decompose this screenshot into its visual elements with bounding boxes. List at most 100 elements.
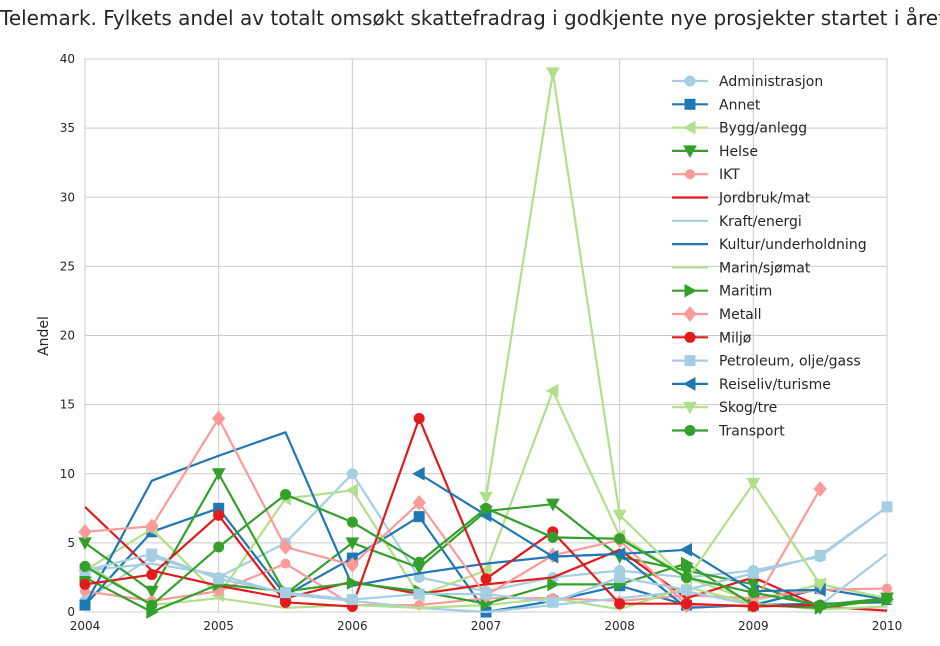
data-point (547, 577, 560, 592)
data-point (79, 560, 91, 572)
y-tick-label: 35 (60, 121, 75, 135)
data-point (547, 531, 559, 543)
legend-label: Administrasjon (719, 74, 823, 90)
data-point (146, 569, 158, 581)
data-point (413, 511, 425, 523)
grid-layer (84, 58, 888, 613)
y-tick-label: 20 (60, 329, 75, 343)
y-axis-label: Andel (36, 316, 52, 356)
legend-marker (682, 120, 696, 135)
data-point (213, 541, 225, 553)
y-tick-label: 15 (60, 398, 75, 412)
data-point (747, 600, 759, 612)
data-point (612, 509, 627, 523)
data-point (881, 501, 893, 513)
data-point (813, 578, 828, 592)
legend-item-12: Petroleum, olje/gass (672, 354, 861, 370)
series-layer (77, 67, 895, 619)
data-point (614, 571, 626, 583)
x-tick-label: 2006 (337, 619, 368, 633)
data-point (746, 477, 761, 491)
data-point (681, 571, 692, 583)
data-point (480, 588, 492, 600)
data-point (480, 502, 492, 514)
data-point (345, 537, 360, 550)
data-point (346, 516, 358, 528)
data-point (547, 596, 559, 608)
legend: Administrasjon Annet Bygg/anlegg Helse IKT Jo… (672, 74, 867, 440)
data-point (614, 598, 626, 610)
data-point (213, 573, 225, 585)
x-tick-label: 2007 (471, 619, 502, 633)
data-point (413, 556, 425, 568)
data-point (345, 483, 358, 498)
data-point (480, 573, 492, 585)
legend-marker (683, 401, 697, 415)
data-point (814, 549, 826, 561)
data-point (280, 488, 291, 500)
data-point (681, 556, 694, 571)
data-point (211, 468, 226, 481)
y-tick-label: 0 (67, 605, 75, 619)
data-point (614, 533, 626, 545)
data-point (346, 594, 358, 606)
legend-label: Jordbruk/mat (718, 191, 811, 207)
data-point (280, 558, 291, 569)
data-point (412, 495, 426, 511)
legend-item-6: Kraft/energi (672, 214, 802, 230)
data-point (412, 466, 425, 481)
data-point (146, 599, 158, 611)
data-point (612, 547, 626, 561)
legend-label: Maritim (719, 284, 772, 300)
legend-label: Helse (719, 144, 758, 160)
y-tick-label: 25 (60, 259, 75, 273)
data-point (346, 576, 360, 590)
legend-label: Annet (719, 97, 761, 113)
data-point (346, 468, 358, 480)
legend-label: Kultur/underholdning (719, 237, 867, 253)
legend-label: Kraft/energi (719, 214, 802, 230)
x-tick-label: 2004 (70, 619, 101, 633)
series-line (484, 71, 822, 585)
y-tick-label: 10 (60, 467, 75, 481)
legend-marker (684, 355, 696, 367)
x-tick-label: 2010 (872, 619, 903, 633)
data-point (882, 583, 892, 594)
legend-item-11: Miljø (672, 330, 752, 346)
legend-marker (682, 377, 696, 391)
legend-label: Metall (719, 307, 762, 323)
data-point (545, 383, 559, 398)
data-point (545, 549, 559, 564)
data-point (278, 539, 293, 555)
x-tick-label: 2009 (738, 619, 769, 633)
legend-label: Marin/sjømat (719, 260, 811, 276)
legend-label: Bygg/anlegg (719, 121, 807, 137)
x-tick-label: 2008 (604, 619, 635, 633)
data-point (814, 599, 826, 611)
x-tick-label: 2005 (203, 619, 234, 633)
data-point (545, 67, 560, 80)
legend-item-13: Reiseliv/turisme (672, 377, 831, 393)
data-point (413, 588, 425, 600)
data-point (679, 542, 692, 557)
data-point (746, 578, 761, 592)
legend-label: Transport (718, 424, 785, 440)
legend-marker (684, 283, 698, 298)
series-11 (79, 412, 826, 612)
legend-item-1: Annet (672, 97, 761, 113)
data-point (79, 578, 91, 590)
data-point (345, 557, 359, 573)
data-point (213, 509, 225, 521)
legend-label: Petroleum, olje/gass (719, 354, 861, 370)
data-point (813, 481, 827, 497)
legend-item-9: Maritim (672, 284, 772, 300)
series-15 (79, 488, 893, 611)
data-point (280, 587, 291, 599)
legend-label: Miljø (719, 330, 752, 346)
data-point (747, 587, 759, 599)
series-line (84, 417, 821, 608)
legend-item-14: Skog/tre (672, 400, 777, 416)
legend-item-10: Metall (672, 306, 762, 323)
legend-label: Reiseliv/turisme (719, 377, 831, 393)
data-point (681, 598, 692, 610)
